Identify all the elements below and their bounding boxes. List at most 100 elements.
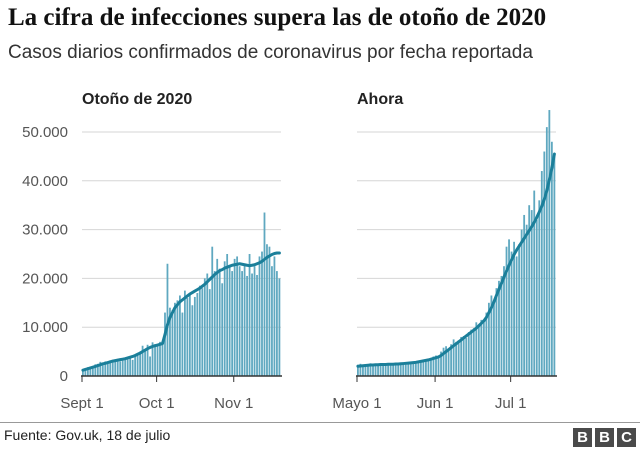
bar — [382, 364, 384, 376]
bar — [485, 312, 488, 376]
bar — [131, 359, 134, 376]
x-tick-label: Oct 1 — [139, 395, 175, 412]
bar — [409, 363, 412, 376]
bar — [535, 219, 538, 376]
bar — [149, 356, 151, 376]
bar — [171, 310, 174, 376]
chart-subtitle: Casos diarios confirmados de coronavirus… — [8, 42, 533, 63]
bar — [455, 341, 458, 376]
bar — [226, 254, 229, 376]
bar — [236, 256, 239, 376]
x-tick-label: Jun 1 — [417, 395, 454, 412]
bar — [490, 295, 493, 376]
source-note: Fuente: Gov.uk, 18 de julio — [4, 427, 171, 443]
bar — [372, 364, 374, 376]
bar — [213, 271, 216, 376]
bar — [258, 256, 261, 376]
bar — [218, 268, 221, 376]
bar — [156, 345, 159, 376]
bar — [134, 356, 137, 376]
bar — [550, 141, 553, 376]
bar — [164, 312, 166, 376]
bar — [221, 283, 224, 376]
panel-1: Otoño de 2020 Sept 1 Oct 1 Nov 1 — [60, 91, 282, 412]
bar — [243, 263, 246, 376]
bar — [176, 300, 179, 376]
bar — [271, 266, 273, 376]
bar — [407, 362, 410, 376]
bar — [359, 363, 362, 376]
bar — [392, 363, 395, 376]
bar — [394, 364, 397, 376]
y-tick-label: 0 — [60, 368, 68, 385]
bar — [470, 329, 473, 376]
bar — [462, 335, 465, 376]
bar — [216, 258, 219, 376]
bar — [384, 363, 387, 376]
bar — [193, 296, 196, 376]
bar — [106, 362, 109, 376]
bar — [432, 356, 435, 376]
x-tick-label: Jul 1 — [495, 395, 527, 412]
bar — [266, 244, 268, 376]
bar — [174, 302, 176, 376]
bar-group — [357, 110, 556, 377]
bar — [460, 336, 463, 376]
chart-title: La cifra de infecciones supera las de ot… — [8, 4, 547, 31]
bar — [129, 357, 132, 376]
bar — [528, 205, 531, 376]
bar — [203, 278, 206, 376]
bar — [387, 364, 390, 376]
bar — [183, 290, 186, 376]
bar — [136, 354, 139, 376]
bar — [472, 328, 475, 376]
bar — [144, 349, 146, 376]
panel-title: Otoño de 2020 — [82, 91, 192, 108]
bar — [228, 266, 231, 376]
y-tick-label: 50.000 — [22, 124, 68, 141]
bar — [141, 345, 144, 376]
bar — [513, 241, 515, 376]
y-tick-label: 30.000 — [22, 222, 68, 239]
bar — [493, 302, 495, 376]
bar — [498, 280, 500, 376]
bar — [367, 365, 369, 376]
bar — [422, 359, 425, 376]
bar — [278, 278, 281, 376]
bar — [186, 297, 189, 376]
bar — [523, 214, 526, 376]
bar — [548, 110, 551, 376]
bar — [457, 340, 460, 376]
bar — [399, 363, 402, 376]
bar — [276, 271, 278, 376]
bar — [487, 302, 490, 376]
bar — [520, 229, 523, 376]
bar — [211, 246, 214, 376]
bar — [515, 256, 518, 376]
bar — [161, 343, 164, 376]
panel-2: Ahora Mayo 1 Jun 1 Jul 1 — [332, 91, 557, 412]
bar — [198, 285, 201, 376]
bar — [111, 359, 114, 376]
bar — [440, 351, 442, 376]
bar — [253, 266, 256, 376]
bar — [154, 344, 156, 376]
logo-block: B — [595, 428, 614, 447]
bar — [119, 361, 122, 376]
bar — [84, 368, 87, 376]
bar — [196, 293, 199, 376]
bar — [480, 319, 483, 376]
bar — [181, 312, 184, 376]
bar — [116, 358, 119, 376]
bar — [89, 366, 92, 376]
bar — [482, 322, 485, 376]
bar — [503, 266, 505, 376]
bar — [447, 349, 450, 376]
bar — [139, 351, 141, 376]
bar — [109, 360, 112, 376]
bar — [126, 358, 129, 376]
bar — [369, 363, 372, 376]
bar — [357, 364, 359, 376]
bar — [430, 357, 432, 376]
bar — [510, 251, 513, 376]
